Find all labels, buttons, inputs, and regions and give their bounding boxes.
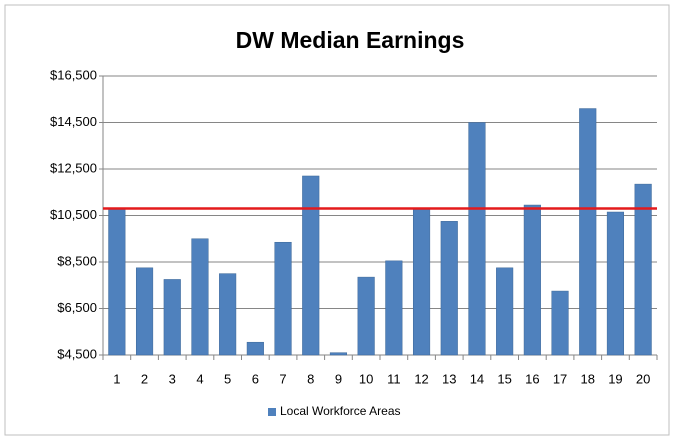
bar bbox=[274, 241, 292, 356]
y-tick-label: $14,500 bbox=[50, 114, 97, 129]
x-tick-label: 17 bbox=[553, 371, 567, 386]
y-tick-label: $6,500 bbox=[57, 300, 97, 315]
bar bbox=[496, 267, 514, 356]
bar bbox=[302, 175, 320, 356]
x-tick-label: 13 bbox=[442, 371, 456, 386]
bar bbox=[606, 211, 625, 356]
y-tick-label: $10,500 bbox=[50, 207, 97, 222]
y-tick-label: $12,500 bbox=[50, 160, 97, 175]
bar bbox=[385, 260, 403, 356]
bar bbox=[357, 276, 375, 356]
x-tick-label: 4 bbox=[196, 371, 203, 386]
x-tick-label: 20 bbox=[636, 371, 650, 386]
bar bbox=[135, 267, 154, 356]
x-tick-label: 2 bbox=[141, 371, 148, 386]
bar bbox=[329, 352, 348, 356]
x-tick-label: 5 bbox=[224, 371, 231, 386]
bar bbox=[468, 122, 486, 356]
x-tick-label: 6 bbox=[252, 371, 259, 386]
y-tick-label: $16,500 bbox=[50, 67, 97, 82]
y-tick-label: $4,500 bbox=[57, 346, 97, 361]
bar bbox=[191, 238, 209, 356]
bar bbox=[579, 108, 597, 356]
x-tick-label: 15 bbox=[497, 371, 511, 386]
x-tick-label: 16 bbox=[525, 371, 539, 386]
x-tick-label: 19 bbox=[608, 371, 622, 386]
bar bbox=[108, 208, 126, 356]
bar bbox=[551, 290, 569, 356]
y-tick-label: $8,500 bbox=[57, 253, 97, 268]
bar bbox=[440, 221, 458, 356]
chart-title: DW Median Earnings bbox=[236, 27, 465, 53]
x-tick-label: 8 bbox=[307, 371, 314, 386]
x-tick-label: 10 bbox=[359, 371, 373, 386]
bar bbox=[523, 204, 541, 356]
x-tick-label: 18 bbox=[581, 371, 595, 386]
bar bbox=[412, 208, 431, 356]
legend-swatch bbox=[268, 408, 276, 416]
bar bbox=[634, 183, 652, 356]
x-tick-label: 7 bbox=[279, 371, 286, 386]
x-tick-label: 9 bbox=[335, 371, 342, 386]
x-tick-label: 1 bbox=[113, 371, 120, 386]
x-tick-label: 3 bbox=[169, 371, 176, 386]
x-tick-label: 14 bbox=[470, 371, 484, 386]
x-tick-label: 12 bbox=[414, 371, 428, 386]
bar bbox=[163, 279, 181, 356]
bar bbox=[246, 341, 264, 356]
legend-label: Local Workforce Areas bbox=[280, 404, 401, 418]
bar bbox=[219, 273, 237, 356]
x-tick-label: 11 bbox=[387, 371, 401, 386]
